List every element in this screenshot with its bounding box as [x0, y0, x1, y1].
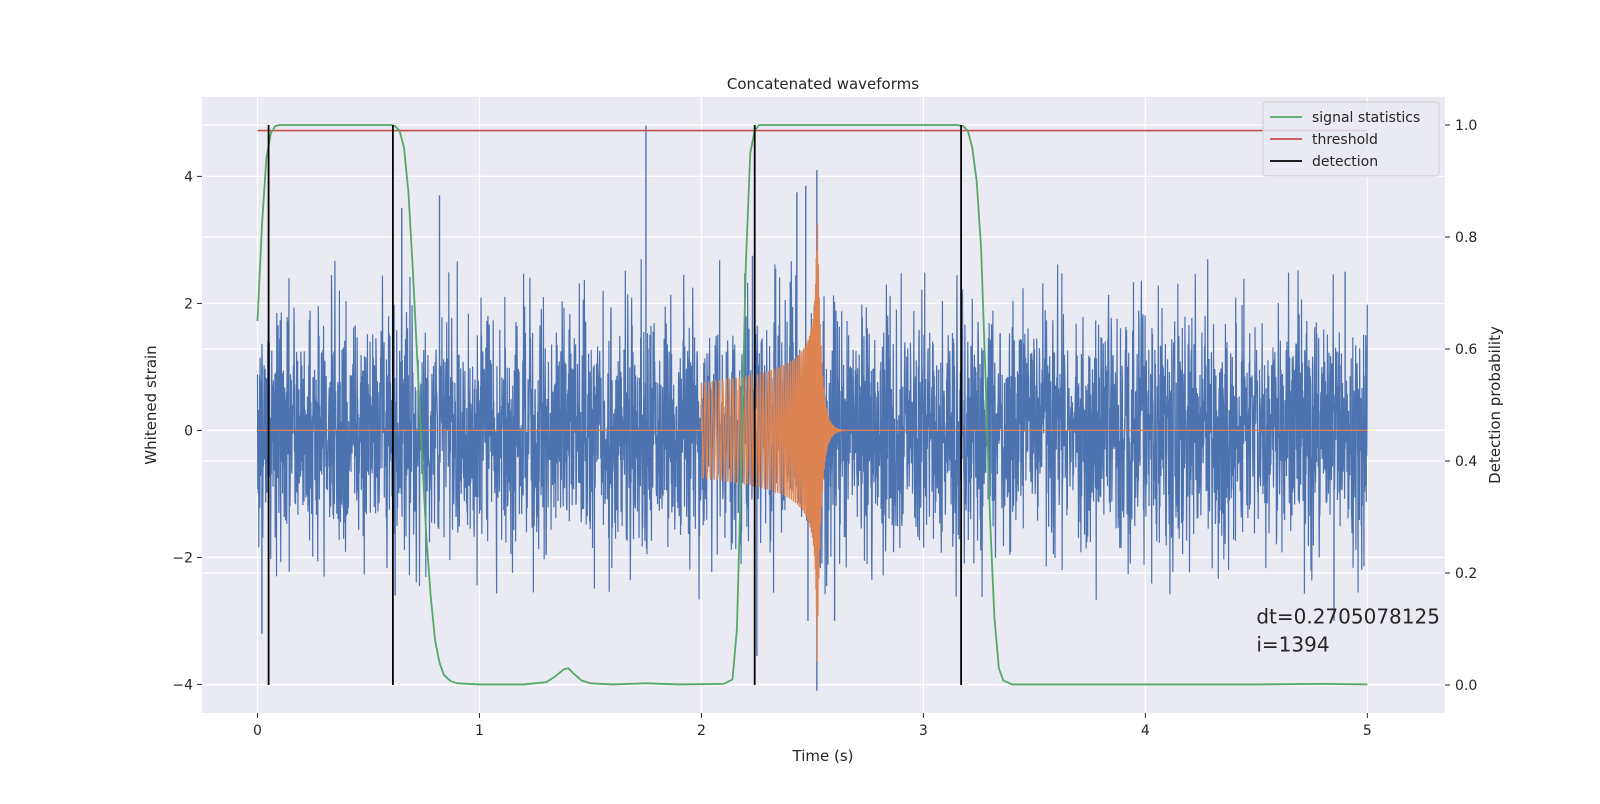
legend-label: threshold — [1312, 132, 1378, 148]
y-right-tick-label: 0.6 — [1455, 342, 1477, 358]
x-tick-label: 0 — [253, 723, 262, 739]
series-signal-statistics-line — [256, 124, 1368, 686]
legend-label: detection — [1312, 154, 1378, 170]
y-right-tick-label: 0.0 — [1455, 678, 1477, 694]
y-right-tick-label: 1.0 — [1455, 118, 1477, 134]
series-chirp-line — [257, 223, 1368, 663]
annotation-line: dt=0.2705078125 — [1256, 604, 1440, 628]
y-axis-left-label: Whitened strain — [142, 345, 160, 464]
y-right-tick-label: 0.8 — [1455, 230, 1477, 246]
x-tick-label: 2 — [697, 723, 706, 739]
annotation-text: dt=0.2705078125 i=1394 — [1256, 604, 1440, 656]
y-left-tick-label: 0 — [184, 423, 193, 439]
x-axis-label: Time (s) — [792, 747, 854, 765]
y-left-tick-label: 2 — [184, 296, 193, 312]
y-right-tick-label: 0.4 — [1455, 454, 1477, 470]
y-left-tick-label: 4 — [184, 169, 193, 185]
series-layer — [256, 124, 1368, 691]
chart-title: Concatenated waveforms — [727, 75, 919, 93]
x-tick-label: 1 — [475, 723, 484, 739]
x-axis-ticks: 0 1 2 3 4 5 — [253, 713, 1372, 739]
x-tick-label: 4 — [1141, 723, 1150, 739]
legend-box — [1262, 101, 1440, 177]
annotation-line: i=1394 — [1256, 632, 1329, 656]
legend-label: signal statistics — [1312, 110, 1420, 126]
y-axis-right-label: Detection probability — [1486, 326, 1504, 484]
y-right-axis-ticks: 0.0 0.2 0.4 0.6 0.8 1.0 — [1445, 118, 1477, 694]
x-tick-label: 3 — [919, 723, 928, 739]
y-left-tick-label: −4 — [172, 677, 193, 693]
y-left-axis-ticks: −4 −2 0 2 4 — [172, 169, 202, 693]
x-tick-label: 5 — [1363, 723, 1372, 739]
y-left-tick-label: −2 — [172, 550, 193, 566]
y-right-tick-label: 0.2 — [1455, 566, 1477, 582]
legend: signal statistics threshold detection — [1262, 101, 1440, 177]
